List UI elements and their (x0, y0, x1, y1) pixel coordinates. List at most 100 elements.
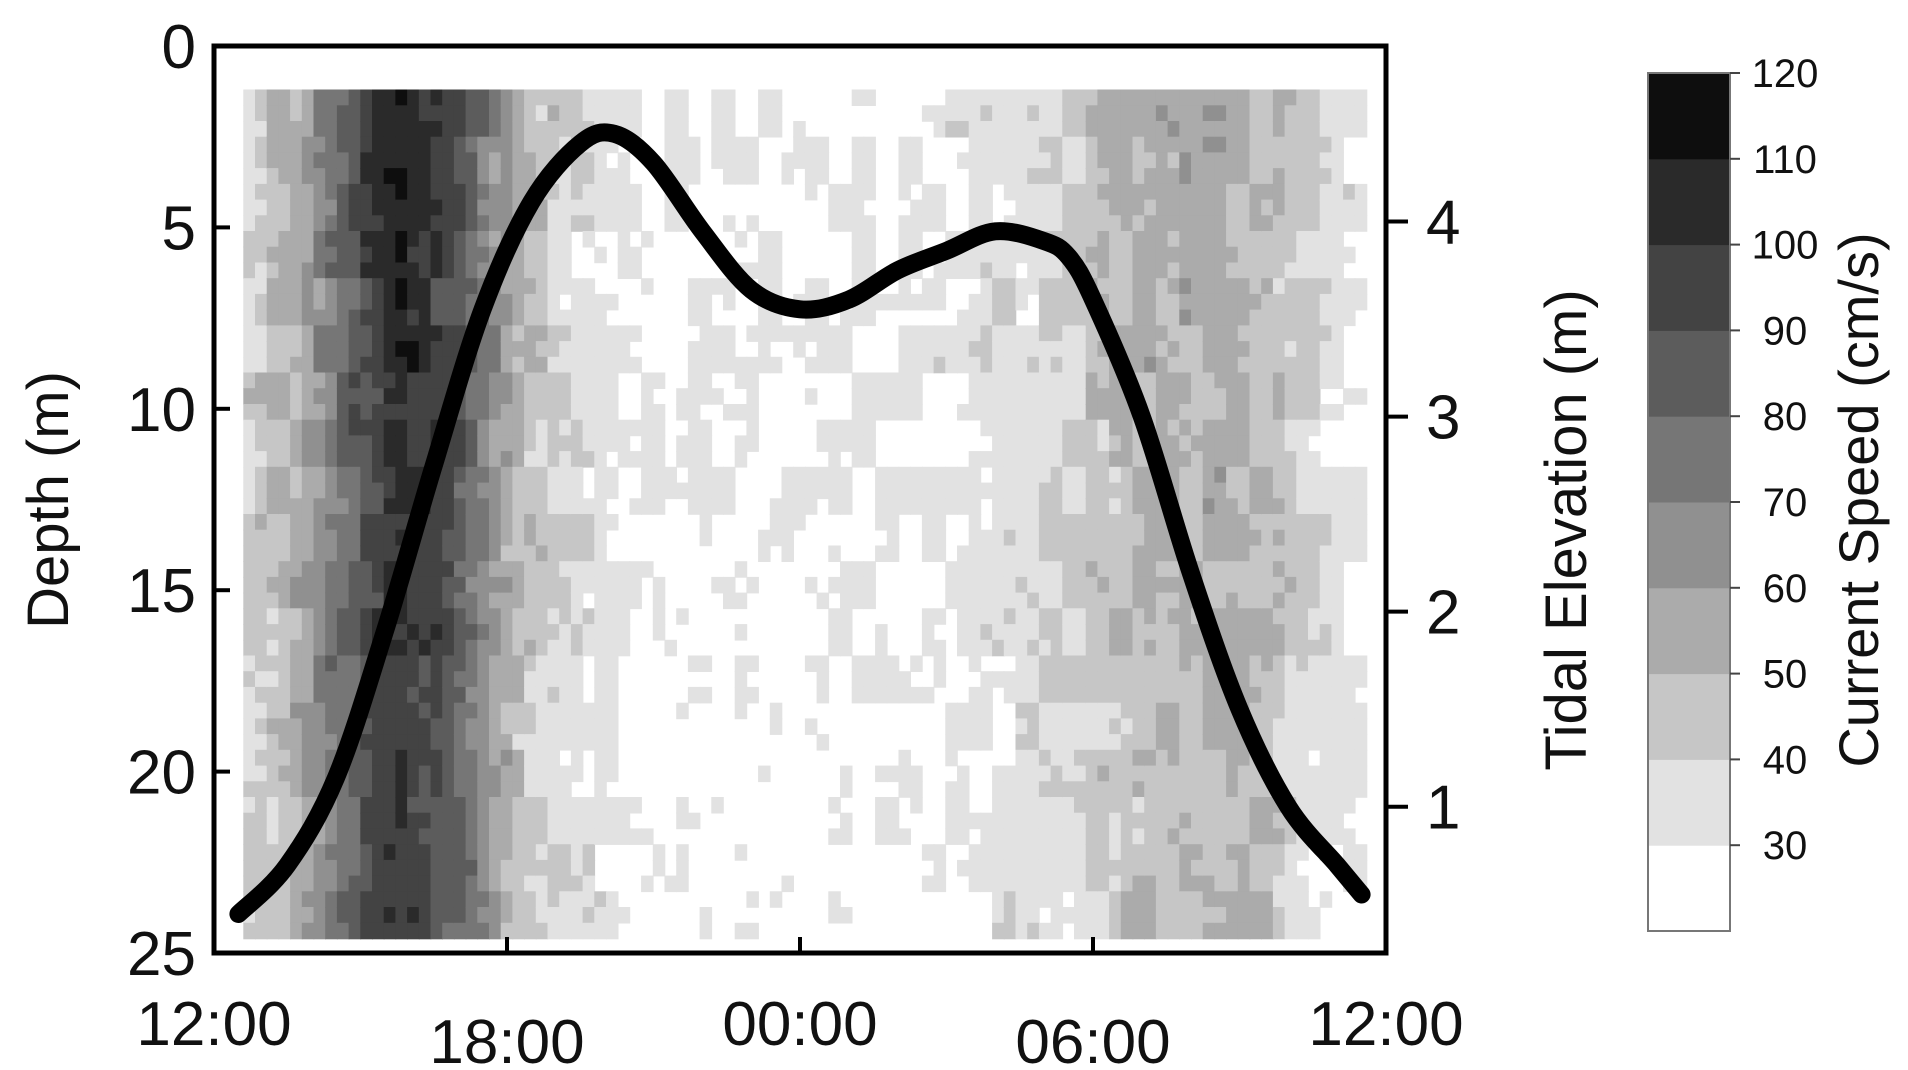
heat-cell (1343, 545, 1356, 562)
heat-cell (1120, 105, 1134, 122)
heat-cell (465, 765, 479, 783)
heat-cell (617, 592, 631, 610)
heat-cell (1074, 592, 1087, 610)
heat-cell (418, 781, 432, 798)
heat-cell (1015, 545, 1028, 562)
heat-cell (1155, 592, 1169, 610)
heat-cell (1167, 199, 1181, 217)
heat-cell (383, 246, 397, 264)
heat-cell (255, 309, 268, 327)
heat-cell (1308, 639, 1321, 657)
heat-cell (313, 844, 326, 861)
heat-cell (1272, 749, 1286, 767)
heat-cell (582, 812, 596, 830)
heat-cell (418, 136, 432, 154)
heat-cell (1144, 797, 1157, 814)
heat-cell (1354, 859, 1368, 877)
heat-cell (570, 278, 584, 295)
heat-cell (1296, 592, 1309, 610)
heat-cell (840, 356, 853, 374)
heat-cell (278, 466, 291, 484)
heat-cell (418, 545, 432, 562)
heat-cell (1074, 828, 1087, 845)
heat-cell (1120, 514, 1134, 531)
heat-cell (1308, 498, 1321, 515)
heat-cell (1109, 639, 1122, 657)
heat-cell (758, 121, 771, 138)
heat-cell (547, 105, 560, 122)
heat-cell (418, 765, 432, 783)
heat-cell (1191, 781, 1204, 798)
heat-cell (1038, 859, 1052, 877)
heat-cell (1191, 812, 1204, 830)
heat-cell (1120, 231, 1134, 248)
heat-cell (582, 576, 596, 594)
heat-cell (442, 765, 455, 783)
heat-cell (430, 105, 443, 122)
colorbar-tick-label: 120 (1752, 52, 1819, 96)
heat-cell (840, 215, 853, 232)
heat-cell (1050, 388, 1064, 405)
heat-cell (266, 624, 280, 641)
heat-cell (430, 592, 443, 610)
heat-cell (1062, 215, 1075, 232)
heat-cell (1027, 797, 1040, 814)
heat-cell (407, 812, 420, 830)
heat-cell (336, 576, 350, 594)
heat-cell (453, 702, 467, 720)
heat-cell (465, 655, 479, 672)
heat-cell (383, 702, 397, 720)
heat-cell (828, 199, 841, 217)
heat-cell (1319, 89, 1333, 106)
heat-cell (1179, 592, 1192, 610)
heat-cell (1343, 844, 1356, 861)
heat-cell (1062, 844, 1075, 861)
heat-cell (933, 482, 947, 500)
heat-cell (1062, 797, 1075, 814)
heat-cell (1331, 89, 1344, 106)
heat-cell (1308, 136, 1321, 154)
heat-cell (372, 215, 385, 232)
heat-cell (711, 482, 724, 500)
heat-cell (863, 231, 876, 248)
heat-cell (1038, 671, 1052, 688)
heat-cell (547, 121, 560, 138)
heat-cell (395, 419, 408, 437)
heat-cell (418, 576, 432, 594)
heat-cell (465, 592, 479, 610)
heat-cell (676, 844, 689, 861)
heat-cell (1097, 844, 1110, 861)
heat-cell (1074, 435, 1087, 452)
heat-cell (606, 828, 619, 845)
heat-cell (477, 451, 490, 468)
heat-cell (1085, 907, 1099, 924)
heat-cell (676, 608, 689, 625)
heat-cell (1354, 844, 1368, 861)
heat-cell (1062, 356, 1075, 374)
heat-cell (933, 199, 947, 217)
heat-cell (430, 529, 443, 547)
heat-cell (1191, 293, 1204, 311)
heat-cell (1132, 105, 1145, 122)
heat-cell (489, 514, 502, 531)
heat-cell (301, 734, 315, 751)
heat-cell (278, 907, 291, 924)
heat-cell (255, 812, 268, 830)
heat-cell (266, 671, 280, 688)
heat-cell (629, 89, 642, 106)
heat-cell (1191, 718, 1204, 735)
heat-cell (489, 152, 502, 169)
heat-cell (336, 121, 350, 138)
heat-cell (313, 529, 326, 547)
heat-cell (1249, 419, 1262, 437)
heat-cell (1155, 765, 1169, 783)
heat-cell (301, 356, 315, 374)
heat-cell (266, 168, 280, 185)
heat-cell (453, 136, 467, 154)
heat-cell (535, 828, 549, 845)
heat-cell (559, 671, 572, 688)
heat-cell (1062, 812, 1075, 830)
heat-cell (1319, 529, 1333, 547)
heat-cell (442, 231, 455, 248)
heat-cell (489, 341, 502, 358)
